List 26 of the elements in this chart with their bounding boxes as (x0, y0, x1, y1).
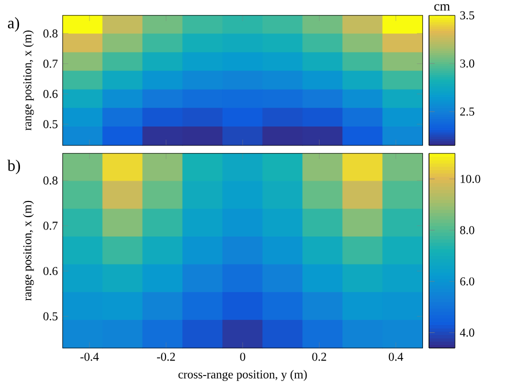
y-axis-title: range position, x (m) (22, 30, 34, 130)
color-bar-label: 3.0 (460, 59, 474, 68)
color-bar-label: 2.5 (460, 108, 474, 116)
y-axis-title: range position, x (m) (22, 200, 34, 301)
x-tick-label: -0.2 (157, 352, 175, 361)
x-tick-label: -0.4 (80, 352, 99, 361)
x-tick-label: 0.4 (388, 352, 404, 361)
text: a) (8, 17, 20, 32)
y-tick-label: 0.6 (43, 266, 58, 276)
text: b) (7, 160, 20, 174)
y-tick-label: 0.5 (43, 312, 58, 320)
y-tick-label: 0.7 (43, 60, 58, 68)
y-tick-label: 0.5 (43, 120, 58, 128)
color-bar-label: 3.5 (460, 11, 474, 20)
color-bar-label: 10.0 (460, 174, 480, 184)
color-bar-title: cm (434, 4, 450, 11)
y-tick-label: 0.8 (43, 176, 58, 185)
y-tick-label: 0.6 (43, 90, 58, 98)
y-tick-label: 0.7 (43, 222, 58, 230)
color-bar-label: 8.0 (460, 226, 474, 234)
x-tick-label: 0 (240, 352, 246, 361)
color-bar-label: 6.0 (460, 277, 474, 286)
color-bar-label: 4.0 (460, 328, 474, 337)
x-tick-label: 0.2 (312, 352, 326, 361)
y-tick-label: 0.8 (43, 29, 58, 38)
x-axis-title: cross-range position, y (m) (178, 370, 307, 381)
